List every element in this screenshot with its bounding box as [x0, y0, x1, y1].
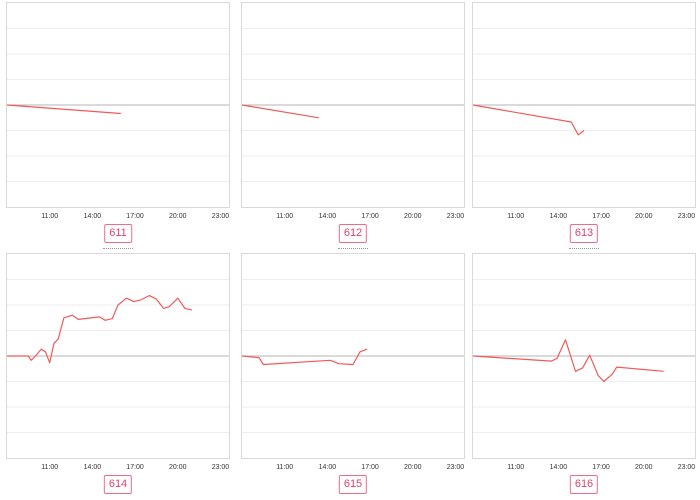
chart-panel-614: 11:00 14:00 17:00 20:00 23:00 614 — [6, 248, 230, 499]
series-line — [7, 294, 193, 364]
x-tick-label: 14:00 — [550, 213, 568, 220]
x-tick-label: 17:00 — [126, 213, 144, 220]
chart-box: 11:00 14:00 17:00 20:00 23:00 — [472, 2, 696, 220]
x-tick-label: 17:00 — [361, 213, 379, 220]
series-line — [472, 104, 585, 136]
x-tick-label: 23:00 — [678, 464, 696, 471]
x-tick-label: 14:00 — [550, 464, 568, 471]
chart-box: 11:00 14:00 17:00 20:00 23:00 — [241, 253, 465, 471]
series-line — [241, 348, 368, 366]
x-tick-label: 11:00 — [41, 213, 58, 220]
chart-box: 11:00 14:00 17:00 20:00 23:00 — [472, 253, 696, 471]
line-chart: 11:00 14:00 17:00 20:00 23:00 — [472, 28, 696, 220]
x-tick-label: 23:00 — [678, 213, 696, 220]
chart-label-badge-613[interactable]: 613 — [569, 224, 599, 243]
top-marker — [338, 248, 368, 252]
chart-label-badge-612[interactable]: 612 — [338, 224, 368, 243]
chart-label-badge-616[interactable]: 616 — [569, 475, 599, 494]
x-tick-label: 14:00 — [319, 213, 337, 220]
x-tick-label: 14:00 — [84, 464, 102, 471]
chart-label-badge-615[interactable]: 615 — [338, 475, 368, 494]
line-chart: 11:00 14:00 17:00 20:00 23:00 — [7, 279, 230, 471]
chart-box: 11:00 14:00 17:00 20:00 23:00 — [6, 253, 230, 471]
x-tick-label: 17:00 — [592, 213, 610, 220]
x-tick-label: 11:00 — [507, 213, 524, 220]
chart-label-badge-614[interactable]: 614 — [103, 475, 133, 494]
x-tick-label: 23:00 — [447, 464, 465, 471]
x-tick-label: 11:00 — [41, 464, 58, 471]
x-tick-label: 20:00 — [169, 464, 187, 471]
chart-panel-616: 11:00 14:00 17:00 20:00 23:00 616 — [472, 248, 696, 499]
series-line — [241, 104, 319, 119]
x-tick-label: 11:00 — [507, 464, 524, 471]
line-chart: 11:00 14:00 17:00 20:00 23:00 — [6, 28, 230, 220]
x-tick-label: 20:00 — [635, 464, 653, 471]
chart-panel-615: 11:00 14:00 17:00 20:00 23:00 615 — [241, 248, 465, 499]
line-chart: 11:00 14:00 17:00 20:00 23:00 — [472, 279, 696, 471]
x-tick-label: 23:00 — [212, 213, 230, 220]
top-marker — [569, 0, 599, 1]
top-marker — [569, 248, 599, 252]
x-tick-label: 14:00 — [84, 213, 102, 220]
x-tick-label: 20:00 — [169, 213, 187, 220]
chart-box: 11:00 14:00 17:00 20:00 23:00 — [241, 2, 465, 220]
top-marker — [103, 248, 133, 252]
x-tick-label: 17:00 — [361, 464, 379, 471]
x-tick-label: 20:00 — [404, 213, 422, 220]
series-line — [472, 339, 664, 383]
x-tick-label: 17:00 — [592, 464, 610, 471]
x-tick-label: 14:00 — [319, 464, 337, 471]
chart-box: 11:00 14:00 17:00 20:00 23:00 — [6, 2, 230, 220]
series-line — [6, 104, 121, 115]
line-chart: 11:00 14:00 17:00 20:00 23:00 — [241, 28, 465, 220]
x-tick-label: 20:00 — [404, 464, 422, 471]
x-tick-label: 17:00 — [126, 464, 144, 471]
chart-label-badge-611[interactable]: 611 — [104, 224, 132, 243]
line-chart: 11:00 14:00 17:00 20:00 23:00 — [241, 279, 465, 471]
chart-panel-611: 11:00 14:00 17:00 20:00 23:00 611 — [6, 2, 230, 248]
x-tick-label: 23:00 — [447, 213, 465, 220]
x-tick-label: 23:00 — [212, 464, 230, 471]
x-tick-label: 20:00 — [635, 213, 653, 220]
chart-panel-612: 11:00 14:00 17:00 20:00 23:00 612 — [241, 2, 465, 248]
chart-panel-613: 11:00 14:00 17:00 20:00 23:00 613 — [472, 2, 696, 248]
x-tick-label: 11:00 — [276, 213, 293, 220]
top-marker — [338, 0, 368, 1]
x-tick-label: 11:00 — [276, 464, 293, 471]
